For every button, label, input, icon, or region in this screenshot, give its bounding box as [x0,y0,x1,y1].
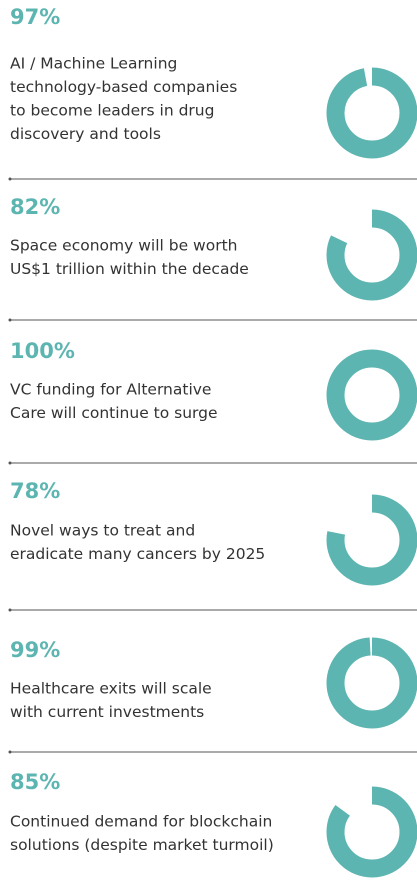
description-line: Healthcare exits will scale [10,680,212,698]
donut-segment [326,786,417,878]
description-line: VC funding for Alternative [10,381,211,399]
description-line: eradicate many cancers by 2025 [10,545,265,563]
donut-segment [326,349,417,441]
description-line: Continued demand for blockchain [10,813,272,831]
description-line: Space economy will be worth [10,237,237,255]
description-line: US$1 trillion within the decade [10,260,249,278]
percent-label: 85% [10,770,60,794]
description-line: discovery and tools [10,125,161,143]
donut-segment [326,494,417,586]
separator-dot [8,318,12,322]
description-line: technology-based companies [10,78,237,96]
donut-segment [326,209,417,301]
percent-label: 100% [10,339,75,363]
separator-dot [8,461,12,465]
description-line: AI / Machine Learning [10,55,177,73]
percent-label: 82% [10,195,60,219]
donut-segment [326,637,417,729]
percent-label: 97% [10,5,60,29]
separator-dot [8,608,12,612]
description-line: with current investments [10,703,204,721]
separator-dot [8,750,12,754]
description-line: solutions (despite market turmoil) [10,836,274,854]
percent-label: 78% [10,479,60,503]
separator-dot [8,177,12,181]
description-line: Care will continue to surge [10,404,218,422]
description-line: Novel ways to treat and [10,522,195,540]
description-line: to become leaders in drug [10,102,214,120]
percent-label: 99% [10,638,60,662]
donut-segment [326,67,417,159]
